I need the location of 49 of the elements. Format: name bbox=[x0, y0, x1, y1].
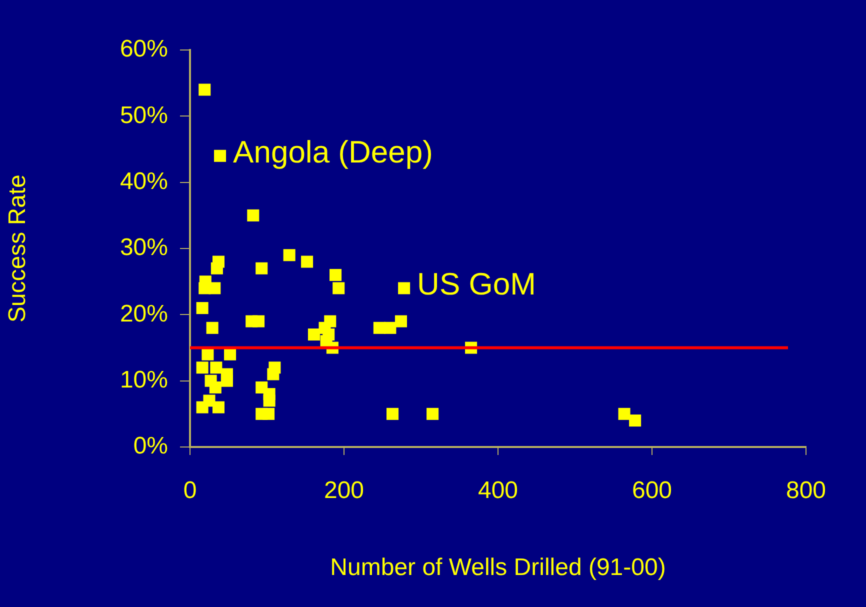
y-tick-label: 40% bbox=[120, 168, 168, 195]
annotation: Angola (Deep) bbox=[233, 134, 433, 170]
y-tick-label: 10% bbox=[120, 366, 168, 394]
point bbox=[196, 302, 208, 314]
point bbox=[320, 335, 332, 348]
point bbox=[256, 262, 268, 274]
x-tick-label: 800 bbox=[786, 477, 826, 504]
point bbox=[262, 408, 275, 420]
y-tick-label: 60% bbox=[120, 36, 168, 63]
y-tick-label: 20% bbox=[120, 300, 168, 328]
point bbox=[220, 374, 233, 387]
point bbox=[330, 268, 342, 281]
point bbox=[198, 84, 211, 96]
point bbox=[224, 348, 236, 360]
point bbox=[283, 249, 296, 262]
point bbox=[202, 348, 214, 360]
point bbox=[247, 209, 260, 222]
point bbox=[210, 362, 222, 374]
point bbox=[252, 315, 265, 328]
point bbox=[210, 262, 223, 274]
x-tick-label: 400 bbox=[478, 477, 518, 504]
point bbox=[618, 408, 630, 420]
point bbox=[394, 315, 407, 328]
point bbox=[308, 328, 320, 341]
point bbox=[212, 401, 224, 414]
point bbox=[386, 408, 399, 420]
point bbox=[267, 368, 280, 380]
point bbox=[384, 322, 396, 334]
point bbox=[214, 150, 226, 162]
x-tick-label: 200 bbox=[324, 477, 364, 504]
point bbox=[332, 282, 345, 294]
point bbox=[206, 322, 218, 334]
point bbox=[629, 414, 642, 427]
point bbox=[263, 394, 276, 407]
x-axis-title: Number of Wells Drilled (91-00) bbox=[330, 554, 666, 582]
x-tick-label: 0 bbox=[183, 477, 197, 504]
point bbox=[426, 408, 439, 420]
x-tick-label: 600 bbox=[632, 477, 672, 504]
y-tick-label: 0% bbox=[133, 432, 168, 460]
y-tick-label: 30% bbox=[120, 234, 168, 262]
y-axis-title: Success Rate bbox=[4, 174, 32, 323]
point bbox=[209, 381, 222, 394]
point bbox=[198, 282, 211, 294]
point bbox=[301, 256, 314, 268]
point bbox=[196, 362, 208, 374]
y-tick-label: 50% bbox=[120, 102, 168, 129]
point bbox=[398, 282, 410, 294]
point bbox=[196, 401, 208, 414]
annotation: US GoM bbox=[417, 266, 536, 302]
